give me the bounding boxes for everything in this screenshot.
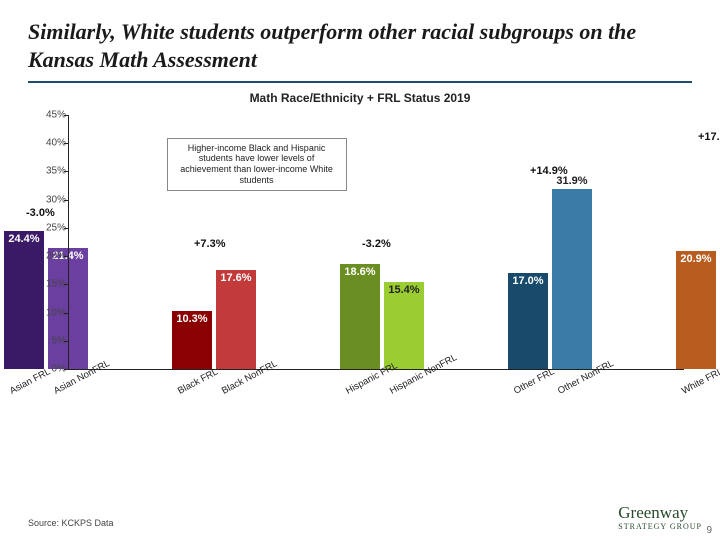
y-tick-label: 20%: [28, 251, 66, 262]
source-note: Source: KCKPS Data: [28, 518, 114, 528]
x-label: White FRL: [680, 366, 720, 397]
bar-value-label: 17.6%: [216, 272, 256, 284]
bar-hispanic-0: [340, 264, 380, 369]
bar-value-label: 24.4%: [4, 233, 44, 245]
x-label: Other FRL: [512, 366, 556, 397]
title-rule: [28, 81, 692, 83]
y-tick-label: 40%: [28, 138, 66, 149]
diff-label-white: +17.5%: [698, 131, 720, 143]
y-tick-label: 30%: [28, 194, 66, 205]
bar-black-1: [216, 270, 256, 369]
y-tick-label: 10%: [28, 307, 66, 318]
bar-value-label: 15.4%: [384, 284, 424, 296]
y-tick-label: 45%: [28, 110, 66, 121]
page-number: 9: [706, 525, 712, 536]
diff-label-other: +14.9%: [530, 165, 568, 177]
diff-label-asian: -3.0%: [26, 207, 55, 219]
y-tick-label: 35%: [28, 166, 66, 177]
annotation-box: Higher-income Black and Hispanic student…: [167, 138, 347, 191]
chart-subtitle: Math Race/Ethnicity + FRL Status 2019: [28, 91, 692, 105]
bar-value-label: 10.3%: [172, 313, 212, 325]
bar-value-label: 18.6%: [340, 266, 380, 278]
y-tick-label: 5%: [28, 335, 66, 346]
x-label: Black FRL: [176, 366, 220, 396]
slide-title: Similarly, White students outperform oth…: [28, 18, 692, 73]
chart: 24.4%21.4%-3.0%10.3%17.6%+7.3%18.6%15.4%…: [28, 111, 692, 441]
diff-label-black: +7.3%: [194, 238, 226, 250]
bar-white-0: [676, 251, 716, 369]
bar-value-label: 17.0%: [508, 275, 548, 287]
bar-other-1: [552, 189, 592, 369]
diff-label-hispanic: -3.2%: [362, 238, 391, 250]
y-tick-label: 25%: [28, 222, 66, 233]
bar-value-label: 20.9%: [676, 253, 716, 265]
y-tick-label: 15%: [28, 279, 66, 290]
bar-other-0: [508, 273, 548, 369]
brand-logo: Greenway STRATEGY GROUP: [618, 504, 702, 532]
